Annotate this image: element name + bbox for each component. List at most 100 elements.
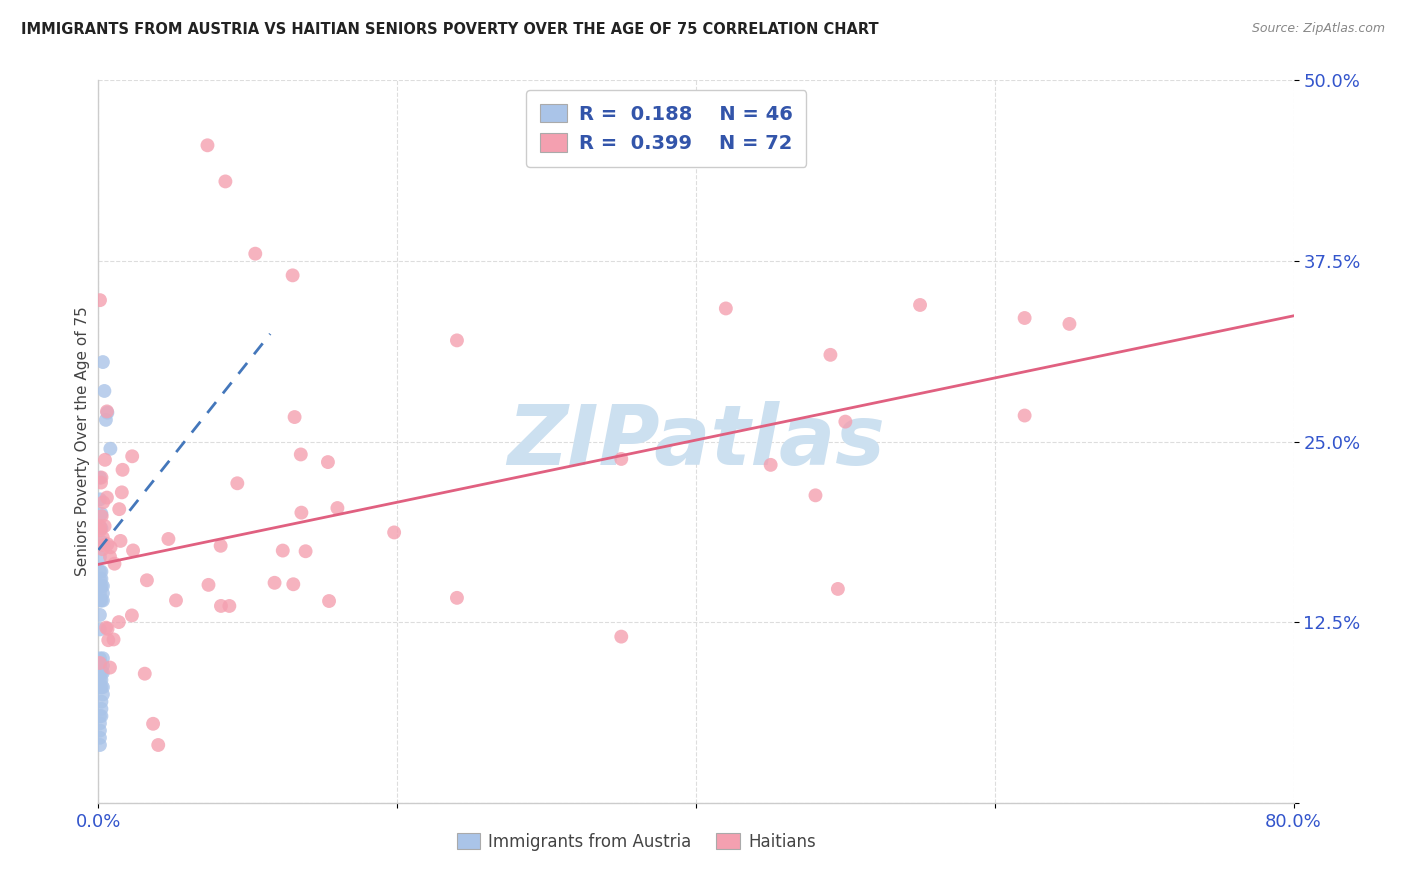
Point	[91, 658, 114, 673]
Point	[90, 475, 112, 490]
Point	[326, 501, 349, 516]
Point	[94, 452, 117, 467]
Point	[96, 406, 118, 420]
Point	[90, 665, 112, 680]
Point	[446, 591, 468, 605]
Point	[108, 615, 131, 629]
Point	[98, 660, 121, 674]
Point	[110, 533, 132, 548]
Point	[91, 495, 114, 509]
Point	[93, 538, 115, 552]
Point	[89, 519, 111, 533]
Point	[294, 544, 316, 558]
Point	[91, 579, 114, 593]
Point	[89, 607, 111, 622]
Point	[121, 608, 143, 623]
Point	[89, 492, 111, 507]
Point	[122, 543, 145, 558]
Point	[714, 301, 737, 316]
Point	[89, 623, 111, 637]
Point	[103, 632, 125, 647]
Point	[165, 593, 187, 607]
Point	[89, 523, 111, 537]
Point	[91, 531, 114, 545]
Point	[89, 709, 111, 723]
Point	[804, 488, 827, 502]
Point	[94, 413, 117, 427]
Point	[1014, 310, 1036, 325]
Text: IMMIGRANTS FROM AUSTRIA VS HAITIAN SENIORS POVERTY OVER THE AGE OF 75 CORRELATIO: IMMIGRANTS FROM AUSTRIA VS HAITIAN SENIO…	[21, 22, 879, 37]
Point	[89, 673, 111, 687]
Point	[197, 578, 219, 592]
Point	[245, 246, 267, 260]
Point	[1059, 317, 1081, 331]
Point	[90, 572, 112, 586]
Point	[89, 470, 111, 484]
Point	[89, 565, 111, 579]
Point	[100, 541, 122, 555]
Point	[759, 458, 782, 472]
Point	[90, 593, 112, 607]
Point	[382, 525, 405, 540]
Point	[218, 599, 240, 613]
Point	[908, 298, 931, 312]
Point	[90, 521, 112, 535]
Point	[108, 502, 131, 516]
Text: Source: ZipAtlas.com: Source: ZipAtlas.com	[1251, 22, 1385, 36]
Point	[93, 384, 115, 398]
Point	[96, 491, 118, 505]
Point	[89, 680, 111, 694]
Point	[96, 622, 118, 636]
Point	[316, 455, 339, 469]
Point	[94, 621, 117, 635]
Point	[283, 577, 305, 591]
Point	[91, 535, 114, 549]
Point	[121, 450, 143, 464]
Point	[91, 687, 114, 701]
Point	[89, 731, 111, 745]
Point	[446, 334, 468, 348]
Point	[89, 656, 111, 670]
Point	[214, 174, 236, 188]
Point	[135, 574, 157, 588]
Point	[89, 293, 111, 307]
Point	[93, 519, 115, 533]
Point	[91, 593, 114, 607]
Point	[834, 415, 856, 429]
Point	[90, 702, 112, 716]
Point	[263, 575, 285, 590]
Point	[89, 550, 111, 565]
Point	[90, 673, 112, 687]
Legend: Immigrants from Austria, Haitians: Immigrants from Austria, Haitians	[449, 825, 824, 860]
Point	[89, 665, 111, 680]
Point	[281, 268, 304, 283]
Point	[610, 630, 633, 644]
Point	[1014, 409, 1036, 423]
Point	[91, 542, 114, 557]
Point	[827, 582, 849, 596]
Point	[91, 665, 114, 680]
Point	[89, 579, 111, 593]
Text: ZIPatlas: ZIPatlas	[508, 401, 884, 482]
Point	[197, 138, 219, 153]
Point	[89, 658, 111, 673]
Point	[142, 716, 165, 731]
Point	[103, 557, 125, 571]
Point	[89, 593, 111, 607]
Point	[89, 738, 111, 752]
Point	[96, 537, 118, 551]
Point	[91, 355, 114, 369]
Point	[90, 709, 112, 723]
Point	[209, 599, 232, 613]
Point	[284, 410, 307, 425]
Point	[226, 476, 249, 491]
Point	[89, 586, 111, 600]
Point	[89, 572, 111, 586]
Point	[91, 680, 114, 694]
Point	[90, 565, 112, 579]
Point	[98, 442, 122, 456]
Point	[89, 716, 111, 731]
Point	[209, 539, 232, 553]
Point	[90, 695, 112, 709]
Point	[97, 633, 120, 648]
